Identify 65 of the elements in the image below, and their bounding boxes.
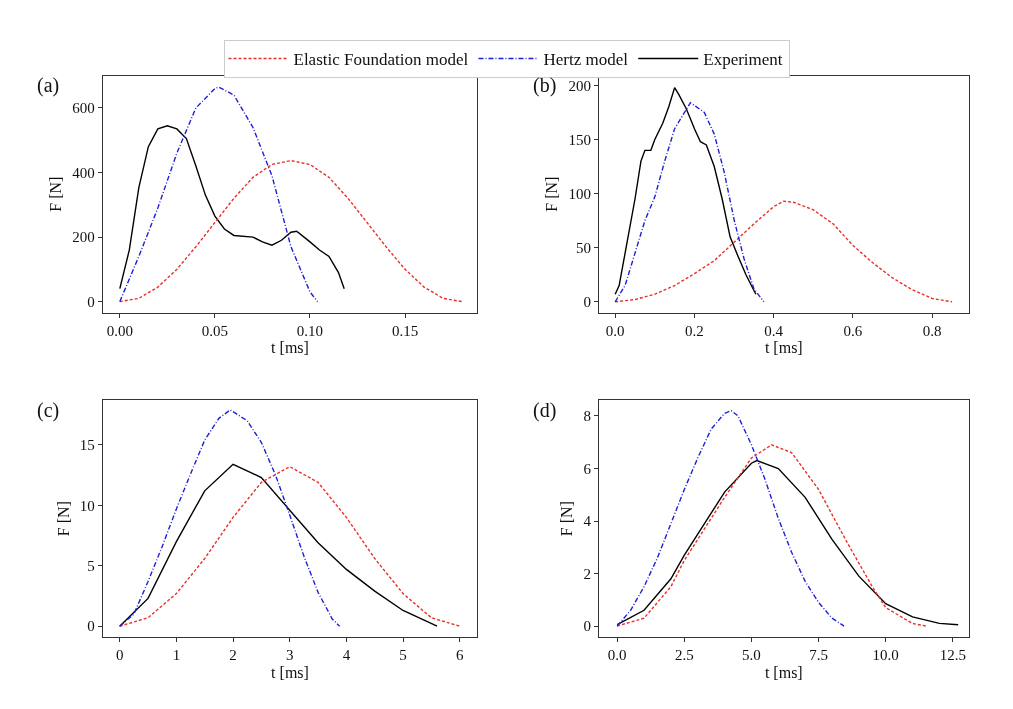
x-axis-title: t [ms] xyxy=(271,663,309,681)
line-series xyxy=(119,125,345,290)
line-series xyxy=(616,444,927,627)
chart-title: (d) xyxy=(533,399,557,422)
x-tick-label: 5.0 xyxy=(742,647,761,664)
x-tick-label: 0.05 xyxy=(201,322,229,339)
x-tick-label: 0.0 xyxy=(605,322,625,339)
x-tick-label: 0.00 xyxy=(106,322,133,339)
y-tick-label: 2 xyxy=(583,565,591,582)
y-axis-title: F [N] xyxy=(558,501,576,537)
y-tick-label: 150 xyxy=(568,131,591,148)
y-axis-title: F [N] xyxy=(47,176,65,212)
x-tick-label: 3 xyxy=(285,647,294,664)
x-tick-label: 2.5 xyxy=(674,647,694,664)
x-axis-title: t [ms] xyxy=(764,663,803,681)
line-series xyxy=(119,159,463,303)
x-tick-label: 5 xyxy=(399,647,407,664)
x-tick-label: 4 xyxy=(342,647,351,664)
x-tick-label: 0 xyxy=(115,647,124,664)
x-tick-label: 2 xyxy=(229,647,237,664)
x-tick-label: 0.15 xyxy=(391,322,419,339)
x-tick-label: 0.10 xyxy=(296,322,324,339)
line-series xyxy=(616,459,959,626)
x-axis-title: t [ms] xyxy=(764,339,803,357)
line-series xyxy=(614,102,765,303)
x-axis-title: t [ms] xyxy=(271,339,309,357)
y-tick-label: 0 xyxy=(87,293,95,310)
y-tick-label: 0 xyxy=(583,618,591,635)
line-series xyxy=(614,200,953,303)
y-tick-label: 50 xyxy=(575,239,591,256)
line-series xyxy=(616,410,845,627)
y-tick-label: 6 xyxy=(583,460,592,477)
x-tick-label: 0.8 xyxy=(922,322,942,339)
x-tick-label: 1 xyxy=(172,647,181,664)
x-tick-label: 7.5 xyxy=(809,647,828,664)
chart-title: (c) xyxy=(37,399,60,422)
chart-title: (b) xyxy=(533,74,557,97)
legend-label: Experiment xyxy=(703,50,783,70)
y-tick-label: 400 xyxy=(72,164,95,181)
y-tick-label: 15 xyxy=(79,437,95,454)
x-tick-label: 12.5 xyxy=(939,647,966,664)
y-axis-title: F [N] xyxy=(54,501,72,537)
line-series xyxy=(119,409,341,627)
x-tick-label: 0.6 xyxy=(843,322,863,339)
line-series xyxy=(119,86,319,303)
y-tick-label: 0 xyxy=(87,618,95,635)
x-tick-label: 6 xyxy=(455,647,464,664)
x-tick-label: 0.2 xyxy=(685,322,704,339)
x-tick-label: 0.4 xyxy=(764,322,784,339)
legend-label: Hertz model xyxy=(543,50,629,70)
y-tick-label: 4 xyxy=(583,513,592,530)
x-tick-label: 0.0 xyxy=(607,647,627,664)
y-tick-label: 10 xyxy=(79,497,95,514)
y-tick-label: 0 xyxy=(583,294,591,311)
line-series xyxy=(614,86,757,295)
y-tick-label: 100 xyxy=(568,185,591,202)
y-tick-label: 600 xyxy=(72,100,95,117)
y-tick-label: 200 xyxy=(568,77,591,94)
chart-title: (a) xyxy=(37,74,60,97)
y-axis-title: F [N] xyxy=(543,176,561,212)
y-tick-label: 200 xyxy=(72,229,95,246)
y-tick-label: 8 xyxy=(583,408,591,425)
legend-label: Elastic Foundation model xyxy=(293,50,469,70)
y-tick-label: 5 xyxy=(87,558,95,575)
x-tick-label: 10.0 xyxy=(872,647,899,664)
